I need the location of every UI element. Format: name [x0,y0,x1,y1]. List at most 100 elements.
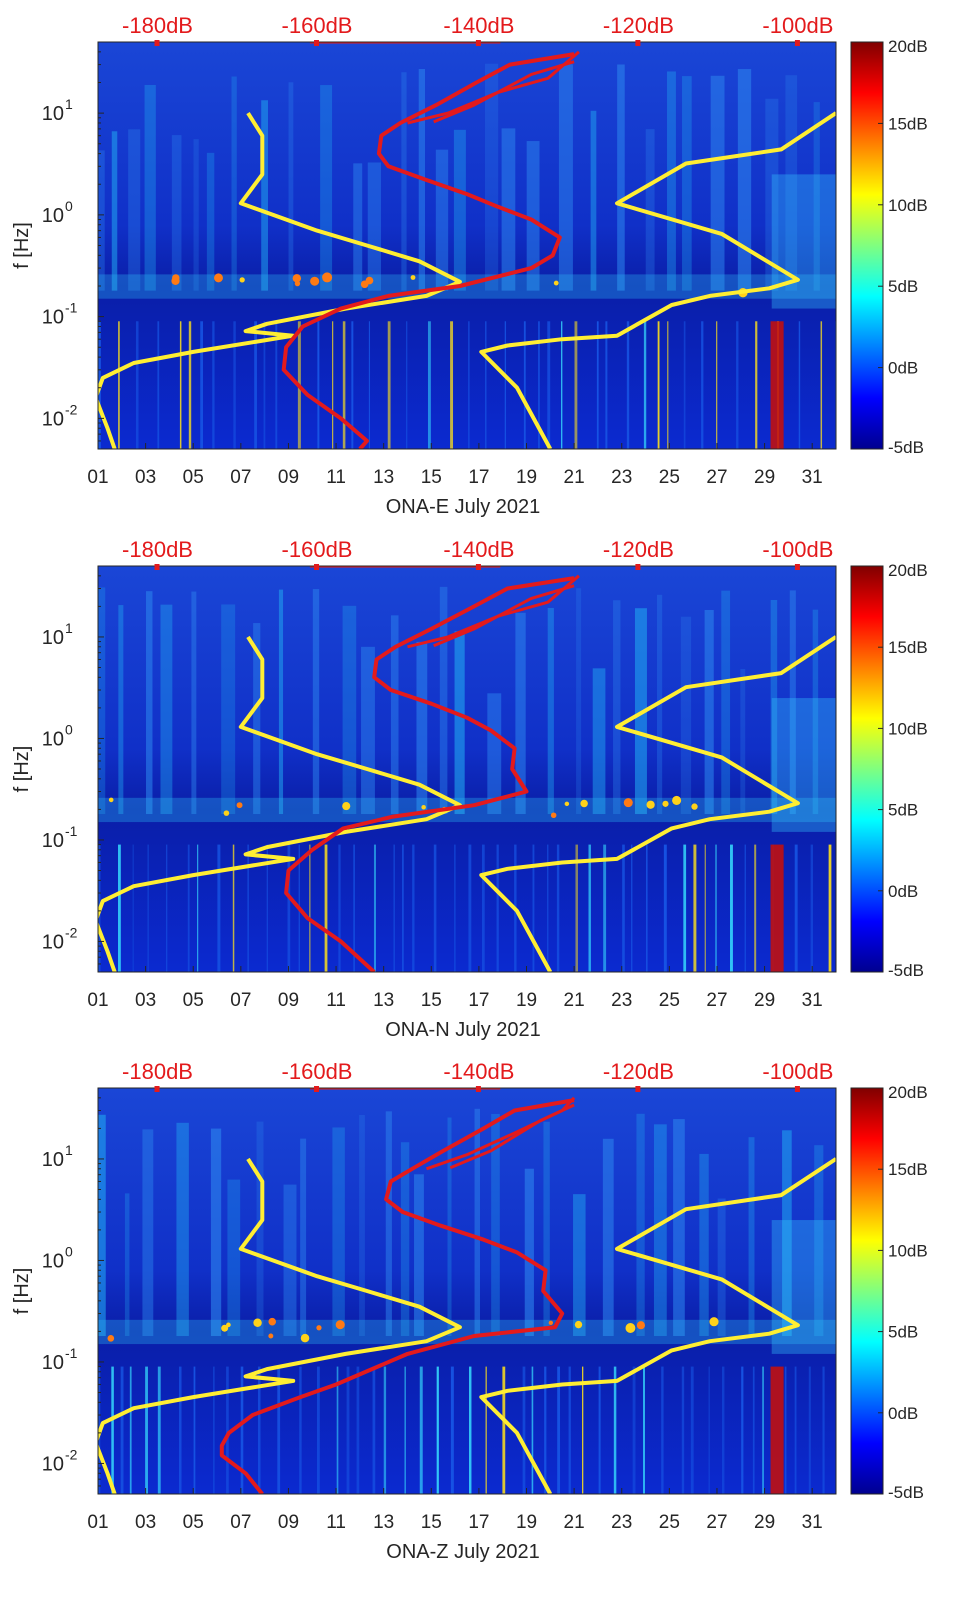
spectral-column [721,590,731,815]
x-tick-label: 25 [659,467,680,488]
transient-streak [701,321,704,449]
transient-streak [632,1366,636,1494]
transient-streak [532,844,535,972]
x-axis-label: ONA-Z July 2021 [386,1541,539,1563]
colorbar-tick-label: -5dB [888,1483,924,1502]
spectral-column [144,84,156,291]
spectral-column [737,69,752,291]
spectral-column [717,1198,726,1337]
x-tick-label: 05 [183,467,204,488]
transient-streak [383,1366,387,1494]
spectral-column [361,646,375,815]
transient-streak [755,321,758,449]
transient-streak [179,321,182,449]
transient-streak [368,321,371,449]
peterson-nhnm-curve [479,635,836,972]
x-tick-label: 09 [278,467,299,488]
colorbar-tick-label: 20dB [888,561,928,580]
transient-streak [596,321,599,449]
microseism-peak [108,797,114,803]
x-tick-label: 11 [326,990,346,1011]
y-tick-exponent: 0 [65,1243,73,1259]
spectral-column [320,85,333,291]
top-axis: -180dB -160dB -140dB -120dB -100dB [122,537,833,570]
peterson-nhnm-curve [479,111,836,449]
top-axis-tick [475,1086,481,1092]
y-tick-label: 10 [42,1250,64,1272]
y-tick-label: 10 [42,103,64,125]
top-axis-label: -120dB [603,13,674,38]
spectral-column [176,1122,189,1337]
transient-streak [387,321,391,449]
microseism-peak [316,1325,322,1331]
colorbar-tick-label: 10dB [888,1241,928,1260]
spectral-column [812,609,819,815]
transient-streak [626,321,630,449]
microseism-peak [300,1333,310,1343]
x-tick-label: 23 [611,467,632,488]
transient-streak [277,1366,281,1494]
transient-streak [557,1366,561,1494]
spectral-column [300,1138,307,1337]
transient-streak [412,844,415,972]
transient-streak [485,321,487,449]
spectral-column [782,1130,792,1337]
transient-streak [523,321,526,449]
transient-streak [794,844,798,972]
colorbar-tick-label: 0dB [888,359,918,378]
spectral-column [487,693,502,815]
transient-streak [683,844,687,972]
spectral-column [491,1113,500,1337]
spectral-column [439,586,448,815]
spectral-column [359,1114,365,1337]
transient-streak [794,1366,797,1494]
spectral-column [124,1193,130,1337]
microseism-peak [625,1323,636,1333]
colorbar-tick-label: 15dB [888,1160,928,1179]
spectral-column [740,668,746,815]
microseism-peak [564,801,570,807]
microseism-peak [172,274,180,282]
spectral-column [602,1138,614,1337]
transient-streak [342,321,346,449]
top-axis: -180dB -160dB -140dB -120dB -100dB [122,1059,833,1092]
spectral-column [526,141,540,291]
transient-streak [433,844,437,972]
transient-streak [165,844,168,972]
transient-streak [213,1366,215,1494]
transient-streak [346,1366,350,1494]
y-tick-exponent: -1 [65,823,78,839]
transient-streak [266,844,268,972]
x-tick-label: 05 [183,1512,204,1533]
spectrogram-texture [98,1088,836,1494]
transient-streak [736,321,739,449]
microseism-peak [421,804,426,810]
transient-streak [496,844,499,972]
spectral-column [128,129,141,291]
spectrogram-plot [98,42,836,449]
x-tick-label: 01 [87,1512,108,1533]
transient-streak [450,321,454,449]
transient-streak [481,844,485,972]
spectral-column [770,599,778,815]
transient-streak [372,1366,376,1494]
curves [98,1096,836,1494]
spectral-column [142,1129,154,1337]
x-tick-label: 17 [468,467,489,488]
transient-streak [681,1366,685,1494]
x-tick-label: 23 [611,1512,632,1533]
spectral-column [416,641,428,815]
x-tick-label: 11 [326,467,346,488]
microseism-peak [691,803,698,810]
x-tick-label: 19 [516,1512,537,1533]
transient-streak [810,844,814,972]
microseism-peak [646,800,655,809]
transient-streak [715,844,717,972]
spectral-column [98,587,106,815]
peterson-nlnm-curve [98,635,462,972]
colorbar-tick-label: 0dB [888,1404,918,1423]
spectral-column [453,129,466,291]
colorbar-tick-label: 10dB [888,196,928,215]
